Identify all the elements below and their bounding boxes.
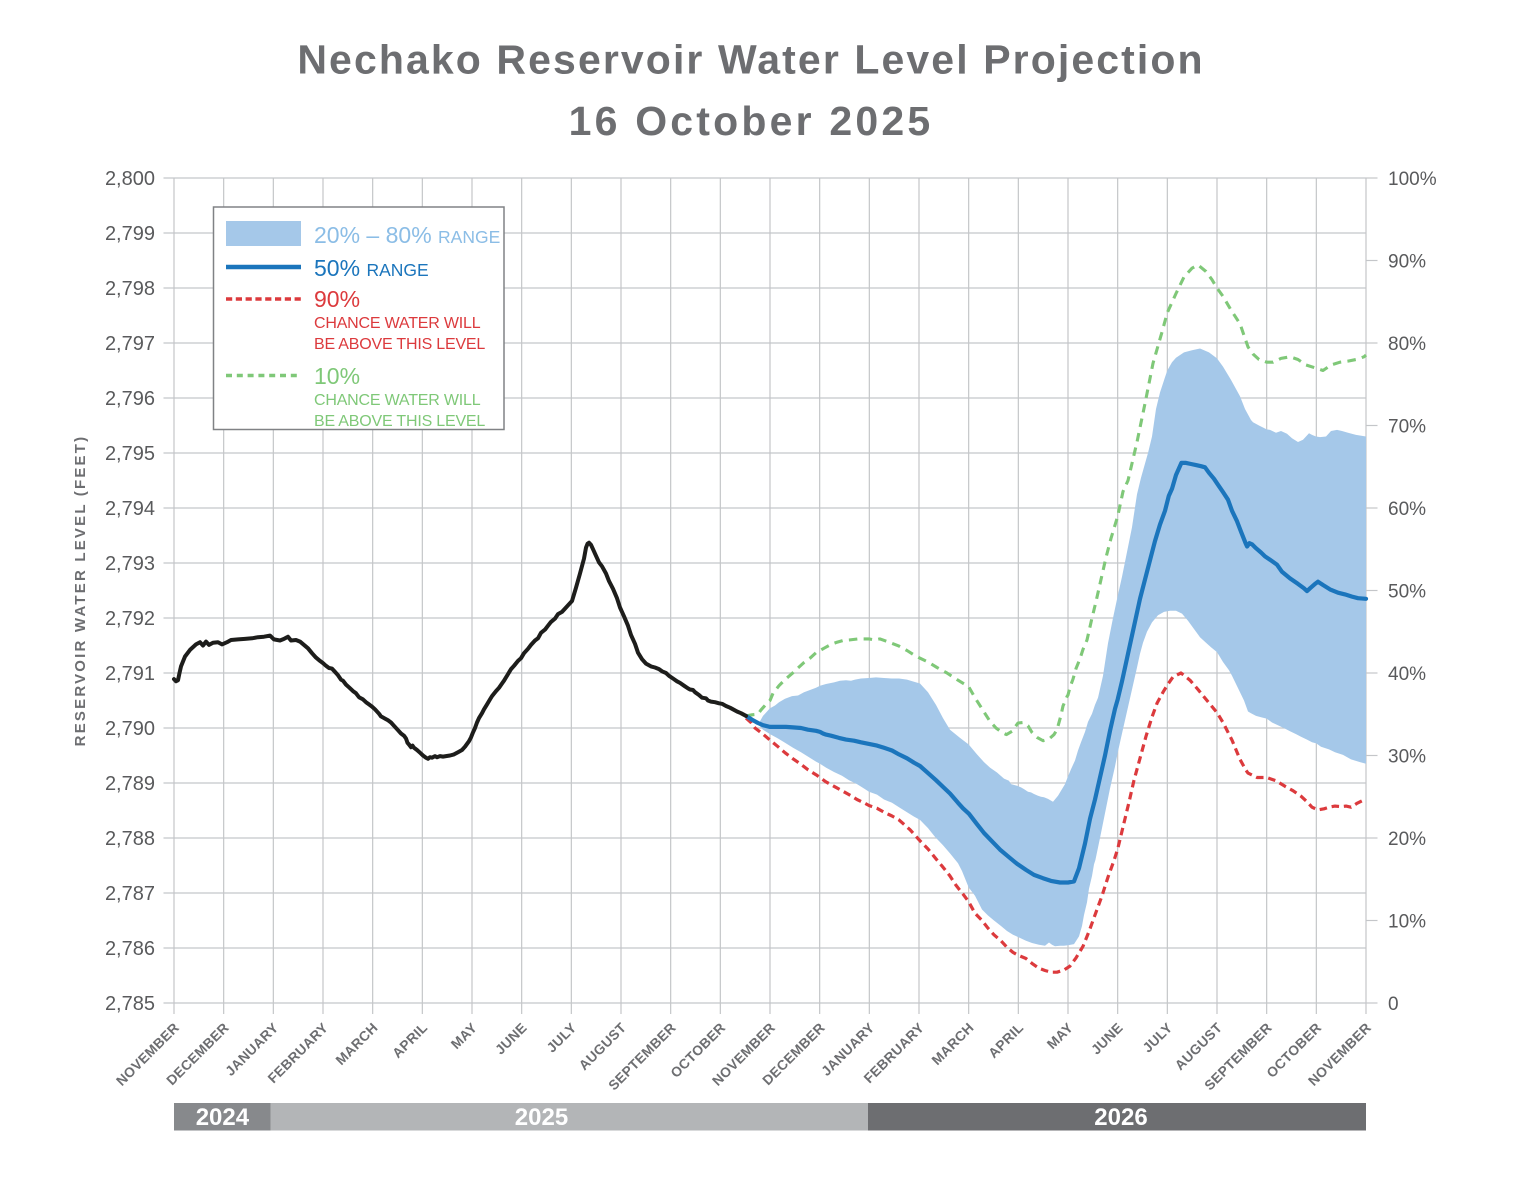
svg-text:BE ABOVE THIS LEVEL: BE ABOVE THIS LEVEL: [314, 336, 485, 353]
svg-text:2,796: 2,796: [105, 388, 155, 410]
svg-text:2,792: 2,792: [105, 608, 155, 630]
svg-text:RESERVOIR WATER LEVEL (FEET): RESERVOIR WATER LEVEL (FEET): [72, 435, 89, 747]
svg-text:2,798: 2,798: [105, 278, 155, 300]
svg-text:2,785: 2,785: [105, 993, 155, 1015]
svg-text:2,789: 2,789: [105, 773, 155, 795]
svg-text:Nechako Reservoir Water Level: Nechako Reservoir Water Level Projection: [297, 37, 1204, 83]
svg-text:2,793: 2,793: [105, 553, 155, 575]
svg-text:2,791: 2,791: [105, 663, 155, 685]
svg-text:40%: 40%: [1388, 664, 1426, 685]
svg-text:2024: 2024: [196, 1104, 250, 1131]
svg-text:10%: 10%: [314, 363, 360, 389]
svg-text:CHANCE WATER WILL: CHANCE WATER WILL: [314, 392, 481, 409]
svg-text:2,788: 2,788: [105, 828, 155, 850]
svg-text:2026: 2026: [1094, 1104, 1147, 1131]
svg-text:2,795: 2,795: [105, 443, 155, 465]
svg-text:50% RANGE: 50% RANGE: [314, 255, 429, 281]
svg-text:90%: 90%: [314, 286, 360, 312]
svg-text:2,797: 2,797: [105, 333, 155, 355]
svg-text:100%: 100%: [1388, 169, 1437, 190]
svg-text:2,787: 2,787: [105, 883, 155, 905]
svg-text:70%: 70%: [1388, 417, 1426, 438]
svg-text:10%: 10%: [1388, 912, 1426, 933]
svg-text:16 October 2025: 16 October 2025: [569, 98, 934, 144]
svg-text:CHANCE WATER WILL: CHANCE WATER WILL: [314, 315, 481, 332]
svg-text:2,800: 2,800: [105, 168, 155, 190]
svg-text:30%: 30%: [1388, 747, 1426, 768]
svg-text:0: 0: [1388, 994, 1399, 1015]
svg-text:80%: 80%: [1388, 334, 1426, 355]
svg-text:2,790: 2,790: [105, 718, 155, 740]
svg-text:20%: 20%: [1388, 829, 1426, 850]
svg-text:60%: 60%: [1388, 499, 1426, 520]
svg-text:BE ABOVE THIS LEVEL: BE ABOVE THIS LEVEL: [314, 413, 485, 430]
svg-text:2025: 2025: [515, 1104, 568, 1131]
svg-text:2,786: 2,786: [105, 938, 155, 960]
svg-text:2,794: 2,794: [105, 498, 155, 520]
svg-text:2,799: 2,799: [105, 223, 155, 245]
svg-text:20% – 80% RANGE: 20% – 80% RANGE: [314, 222, 500, 248]
svg-text:50%: 50%: [1388, 582, 1426, 603]
svg-text:90%: 90%: [1388, 252, 1426, 273]
